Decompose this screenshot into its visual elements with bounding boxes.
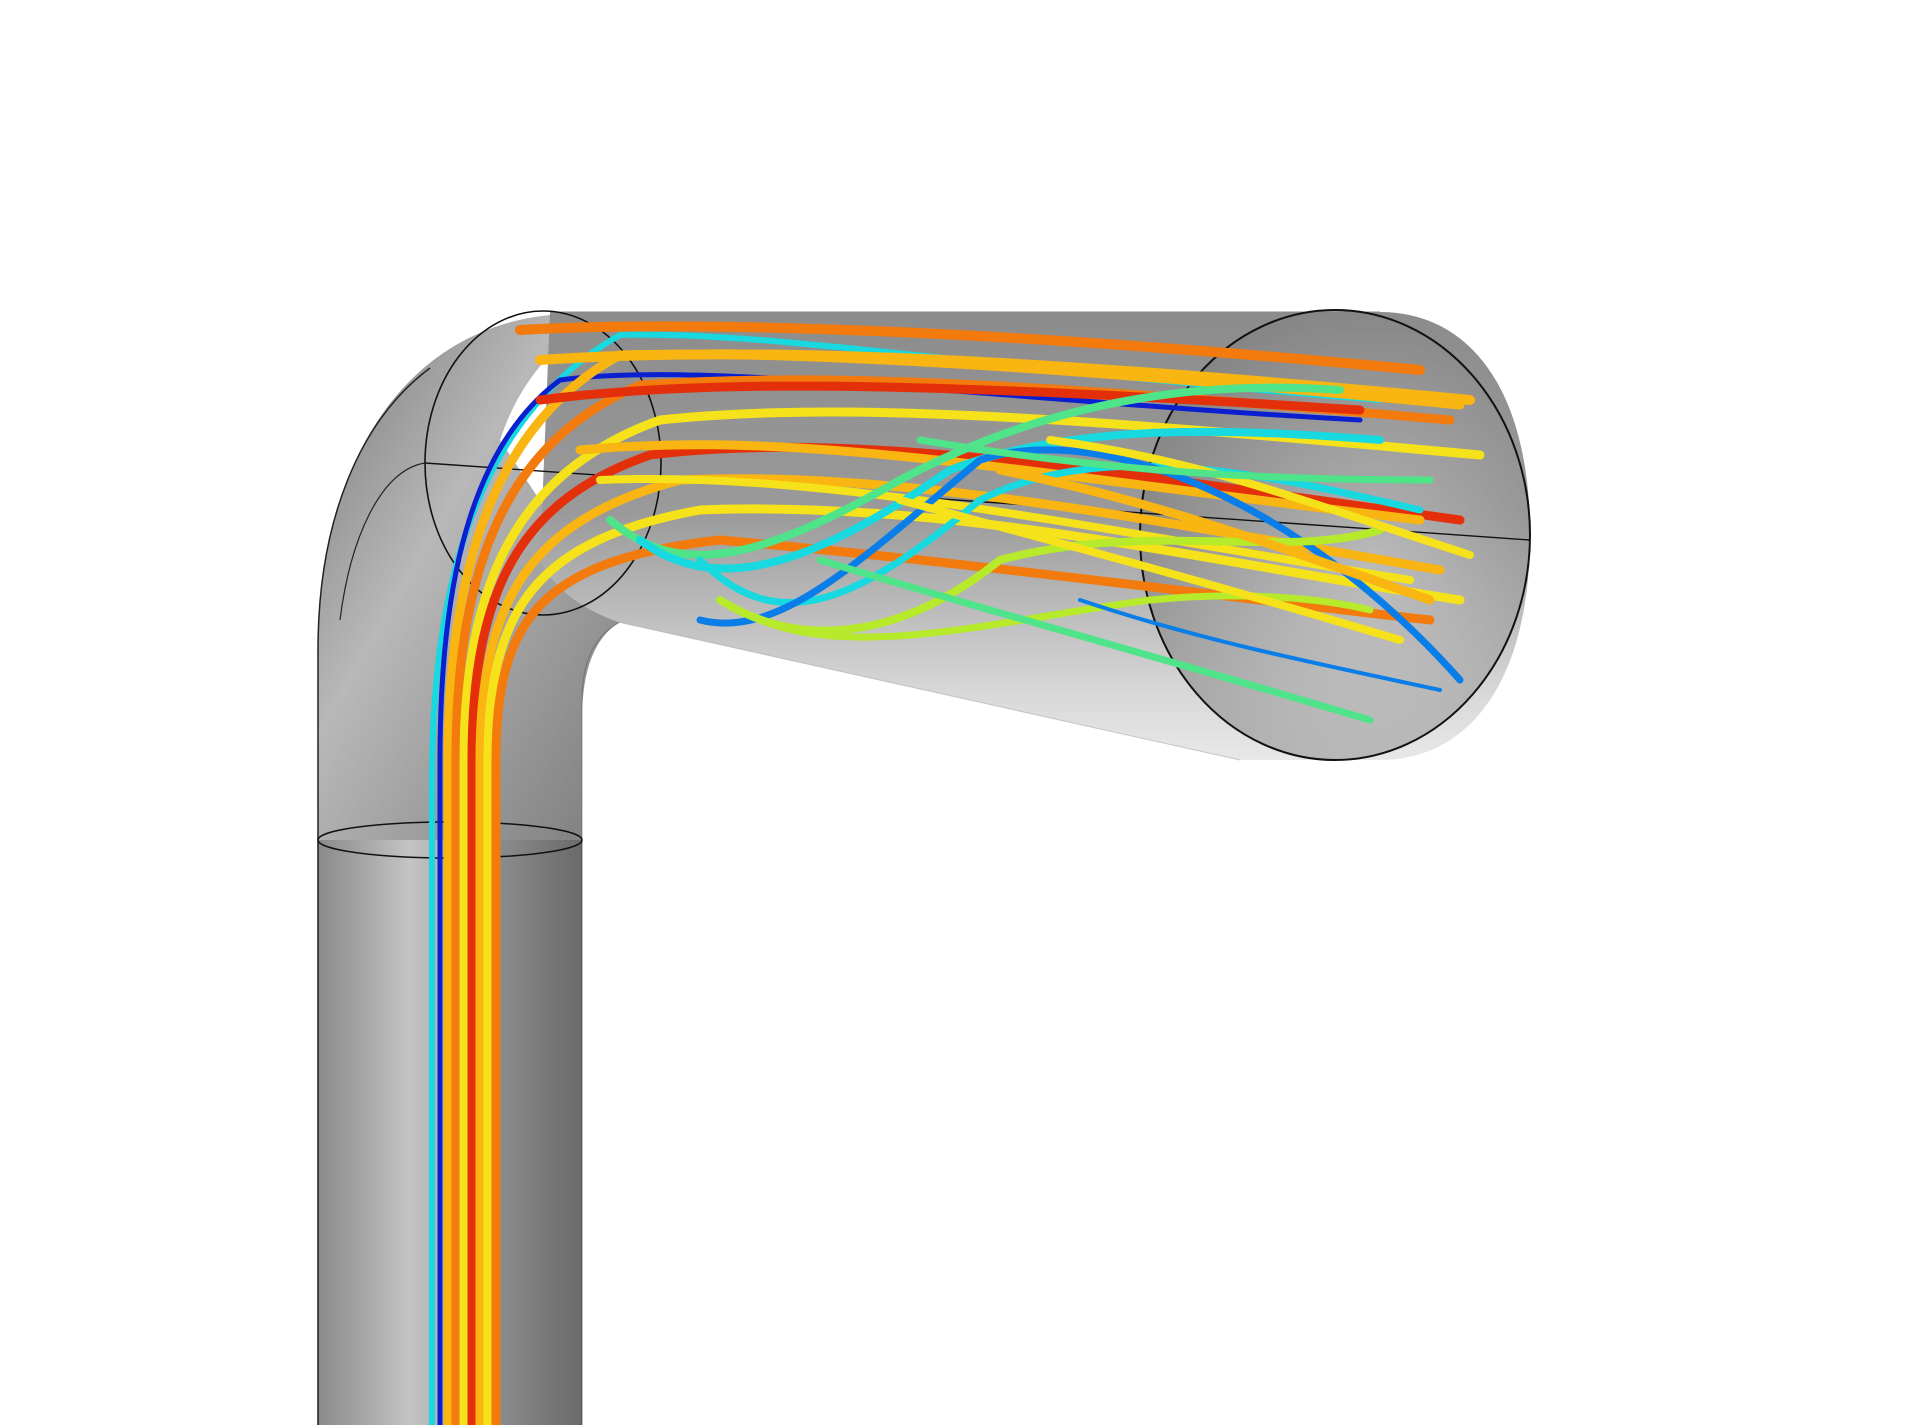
streamline-bundle xyxy=(429,321,1485,1425)
